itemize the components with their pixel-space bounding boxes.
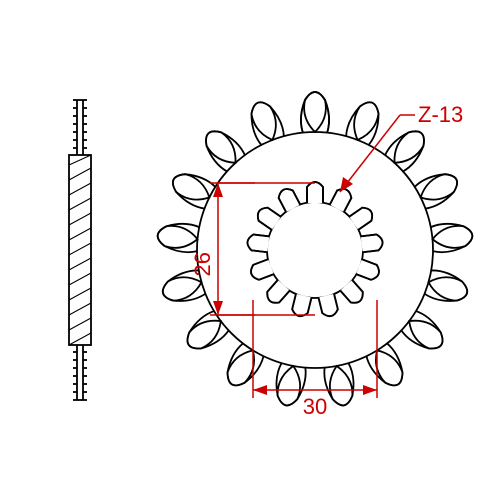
inner-spline — [247, 182, 384, 318]
front-view-sprocket — [156, 92, 473, 408]
dimension-26-label: 26 — [190, 252, 215, 276]
side-view — [69, 100, 91, 400]
dimension-30-label: 30 — [303, 394, 327, 419]
sprocket-technical-drawing: 26 30 Z-13 — [0, 0, 500, 500]
dimension-z13-label: Z-13 — [418, 102, 463, 127]
dimension-26: 26 — [190, 183, 255, 315]
